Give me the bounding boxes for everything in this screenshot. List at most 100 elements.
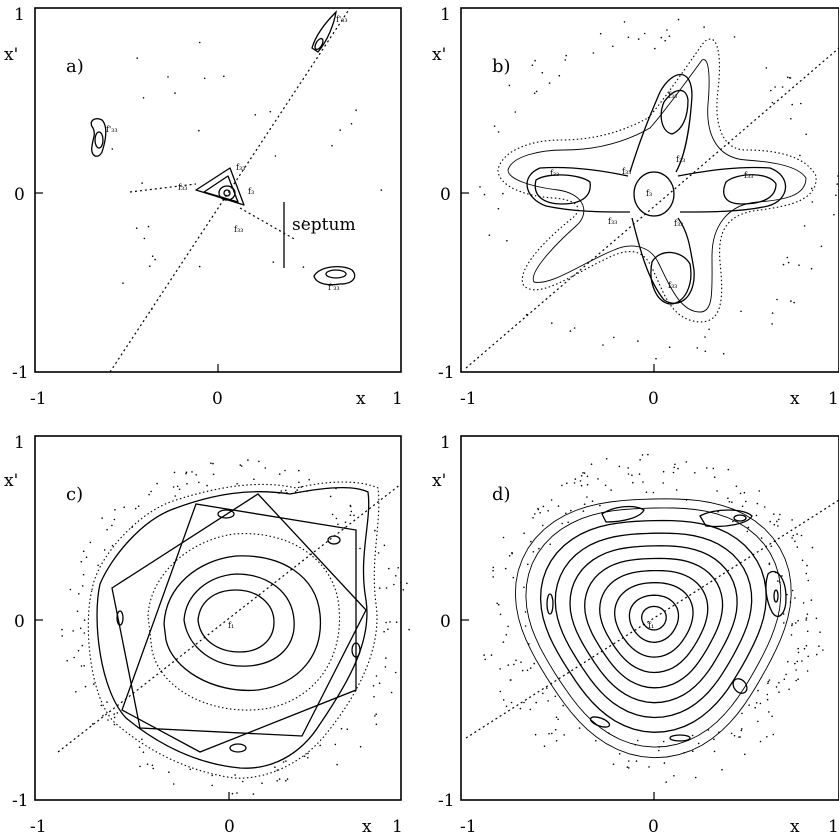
panel-c-scatter-point [83, 632, 86, 634]
panel-b: 1 0 -1 x' -1 0 x 1 b) f₃₃ f₃₃ f₃₃ f₃₃ f₃… [432, 5, 839, 409]
panel-d-scatter-point [554, 728, 557, 731]
panel-d-scatter-point [483, 654, 485, 656]
panel-c-scatter-point [247, 459, 249, 461]
panel-b-scatter-point [771, 323, 773, 325]
panel-b-label: b) [492, 56, 511, 77]
panel-d-scatter-point [786, 593, 788, 596]
panel-a-scatter-point [331, 144, 333, 147]
panel-d-island-4 [546, 593, 554, 615]
panel-d-scatter-point [741, 505, 744, 508]
panel-d-scatter-point [535, 701, 537, 704]
panel-d-scatter-point [775, 686, 778, 688]
panel-c-scatter-point [276, 780, 279, 782]
panel-b-anno-bottom: f₃₃ [668, 281, 677, 290]
panel-a-central-island-inner [218, 185, 236, 201]
panel-d-scatter-point [755, 514, 758, 517]
panel-d-scatter-point [685, 499, 688, 501]
panel-b-central-island [633, 171, 675, 217]
panel-d-scatter-point [662, 482, 664, 484]
panel-d-diagonal [465, 499, 839, 739]
panel-c-scatter-point [303, 755, 306, 758]
panel-d-scatter-point [805, 617, 808, 619]
panel-b-xtick-left: -1 [460, 389, 477, 409]
panel-d-scatter-point [550, 499, 553, 501]
panel-c-scatter-point [359, 547, 361, 550]
panel-d-scatter-point [739, 492, 742, 495]
panel-b-scatter-point [799, 154, 801, 157]
panel-c-ytick-top: 1 [14, 433, 25, 453]
panel-d-scatter-point [782, 613, 785, 615]
panel-d-scatter-point [642, 481, 644, 483]
panel-b-scatter-point [573, 327, 576, 329]
panel-d-island-3-core [773, 589, 779, 603]
panel-d-scatter-point [766, 736, 768, 738]
panel-d-scatter-point [573, 482, 576, 484]
panel-d-scatter-point [648, 766, 650, 768]
panel-c-scatter-point [78, 593, 80, 595]
panel-c-scatter-point [261, 782, 263, 784]
panel-d-scatter-point [499, 613, 502, 616]
panel-d-scatter-point [694, 472, 696, 474]
panel-c-scatter-point [278, 492, 280, 494]
panel-d-scatter-point [697, 742, 700, 745]
panel-c-scatter-point [349, 514, 352, 516]
panel-d-scatter-point [663, 762, 666, 764]
panel-d-scatter-point [533, 662, 535, 665]
panel-d-scatter-point [797, 651, 800, 654]
panel-d-scatter-point [490, 654, 493, 656]
panel-d-scatter-point [767, 680, 770, 683]
panel-b-scatter-point [623, 21, 626, 23]
panel-d-scatter-point [816, 653, 818, 656]
panel-d-scatter-point [542, 505, 545, 508]
panel-d-scatter-point [595, 739, 597, 742]
panel-d-scatter-point [791, 589, 794, 592]
panel-b-scatter-point [810, 187, 813, 190]
panel-d-xtick-right: 1 [828, 817, 839, 837]
panel-c-scatter-point [111, 524, 113, 527]
panel-d-ring [599, 569, 709, 674]
panel-c-scatter-point [276, 769, 279, 771]
panel-d-scatter-point [510, 701, 513, 704]
panel-a-anno-bottom: f₃₃ [234, 225, 243, 234]
panel-a-tr-island-outer [311, 10, 337, 53]
panel-d-scatter-point [523, 586, 525, 589]
panel-d-scatter-point [641, 454, 644, 456]
panel-d-scatter-point [591, 500, 594, 503]
panel-c-scatter-point [378, 587, 381, 589]
panel-d-scatter-point [583, 472, 586, 474]
panel-c-scatter-point [374, 715, 376, 717]
panel-d-scatter-point [713, 476, 716, 479]
panel-c-scatter-point [113, 723, 116, 726]
panel-b-island-left [534, 174, 591, 205]
panel-b-scatter-point [558, 74, 561, 77]
panel-d-scatter-point [756, 502, 759, 505]
panel-b-scatter-point [508, 84, 511, 87]
panel-d-scatter-point [767, 682, 769, 685]
panel-c-scatter-point [346, 728, 349, 730]
panel-d-scatter-point [586, 496, 588, 498]
panel-d-scatter-point [807, 655, 809, 658]
panel-d-xlabel: x [790, 817, 800, 837]
panel-d-scatter-point [755, 702, 758, 704]
panel-b-scatter-point [602, 344, 604, 346]
panel-b-frame [460, 7, 839, 373]
panel-b-separatrix-bottom [631, 217, 695, 304]
panel-d-scatter-point [754, 706, 756, 709]
panel-d-scatter-point [677, 467, 679, 470]
panel-d-scatter-point [758, 490, 761, 492]
panel-d-scatter-point [739, 736, 741, 738]
panel-b-scatter-point [677, 18, 680, 21]
panel-d-scatter-point [785, 673, 787, 676]
panel-b-xlabel: x [790, 389, 800, 409]
panel-c-island-upper-right [327, 535, 341, 545]
panel-d-scatter-point [733, 734, 736, 737]
panel-a-separatrix-left [129, 183, 197, 193]
panel-d-scatter-point [713, 750, 716, 753]
panel-c-scatter-point [82, 573, 85, 576]
panel-d-scatter-point [763, 506, 766, 508]
panel-c-scatter-point [296, 489, 299, 491]
panel-d-scatter-point [731, 501, 733, 504]
panel-b-scatter-point [548, 82, 551, 84]
panel-c-scatter-point [66, 659, 68, 662]
panel-d-ring [641, 605, 667, 631]
